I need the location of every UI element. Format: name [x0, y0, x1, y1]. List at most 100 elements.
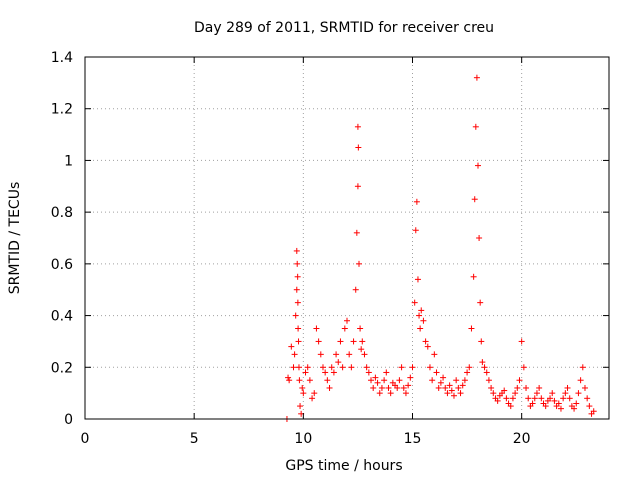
data-point: [409, 364, 416, 371]
data-point: [288, 343, 295, 350]
data-point: [300, 390, 307, 397]
data-point: [440, 374, 447, 381]
y-tick-label: 0.6: [51, 257, 73, 273]
y-tick-label: 1.2: [51, 102, 73, 118]
data-point: [291, 351, 298, 358]
data-point: [509, 395, 516, 402]
data-point: [437, 379, 444, 386]
data-point: [494, 397, 501, 404]
data-point: [538, 395, 545, 402]
data-point: [490, 390, 497, 397]
data-point: [296, 377, 303, 384]
y-tick-label: 0.8: [51, 205, 73, 221]
data-point: [442, 384, 449, 391]
data-point: [368, 377, 375, 384]
data-point: [328, 364, 335, 371]
data-point: [295, 338, 302, 345]
data-point: [464, 369, 471, 376]
data-point: [479, 359, 486, 366]
data-point: [473, 74, 480, 81]
data-point: [400, 384, 407, 391]
data-point: [394, 384, 401, 391]
data-points: [283, 74, 597, 422]
data-point: [299, 384, 306, 391]
data-point: [317, 351, 324, 358]
data-point: [566, 395, 573, 402]
data-point: [453, 377, 460, 384]
data-point: [590, 408, 597, 415]
data-point: [459, 382, 466, 389]
data-point: [562, 390, 569, 397]
data-point: [417, 325, 424, 332]
data-point: [285, 374, 292, 381]
data-point: [475, 162, 481, 169]
data-point: [309, 395, 316, 402]
data-point: [488, 384, 495, 391]
data-point: [352, 286, 359, 293]
data-point: [444, 390, 451, 397]
data-point: [398, 364, 405, 371]
data-point: [514, 384, 521, 391]
x-tick-label: 0: [81, 431, 90, 447]
data-point: [286, 377, 293, 384]
data-point: [387, 390, 394, 397]
data-point: [564, 384, 571, 391]
data-point: [560, 395, 567, 402]
y-tick-label: 1.4: [51, 50, 73, 66]
data-point: [446, 382, 453, 389]
data-point: [405, 382, 412, 389]
data-point: [361, 351, 368, 358]
data-point: [466, 364, 473, 371]
data-point: [507, 403, 514, 410]
data-point: [412, 227, 419, 234]
data-point: [575, 390, 582, 397]
data-point: [586, 403, 593, 410]
data-point: [372, 374, 379, 381]
data-point: [295, 364, 302, 371]
data-point: [461, 377, 468, 384]
data-point: [533, 390, 540, 397]
data-point: [413, 198, 420, 205]
data-point: [557, 405, 564, 412]
data-point: [339, 364, 346, 371]
x-tick-label: 10: [294, 431, 312, 447]
data-point: [549, 390, 556, 397]
data-point: [354, 123, 361, 130]
data-point: [470, 273, 477, 280]
data-point: [290, 364, 297, 371]
data-point: [542, 403, 549, 410]
data-point: [536, 384, 543, 391]
y-axis-label: SRMTID / TECUs: [7, 182, 23, 295]
data-point: [350, 338, 357, 345]
data-point: [579, 364, 586, 371]
data-point: [501, 387, 508, 394]
data-point: [477, 299, 484, 306]
data-point: [365, 369, 372, 376]
data-point: [370, 384, 377, 391]
y-tick-label: 0.4: [51, 309, 73, 325]
data-point: [485, 377, 492, 384]
data-point: [359, 338, 366, 345]
y-tick-label: 0: [64, 412, 73, 428]
data-point: [294, 299, 301, 306]
data-point: [396, 377, 403, 384]
data-point: [411, 299, 418, 306]
data-point: [523, 384, 530, 391]
data-point: [457, 390, 464, 397]
data-point: [420, 317, 427, 324]
data-point: [313, 325, 320, 332]
data-point: [357, 325, 364, 332]
x-tick-label: 15: [404, 431, 422, 447]
data-point: [407, 374, 414, 381]
data-point: [547, 395, 554, 402]
data-point: [346, 351, 353, 358]
grid-lines: [85, 57, 609, 419]
data-point: [304, 364, 311, 371]
data-point: [431, 351, 438, 358]
data-point: [297, 403, 304, 410]
plot-frame: [84, 56, 610, 420]
data-point: [383, 369, 390, 376]
data-point: [471, 196, 478, 203]
data-point: [348, 364, 355, 371]
data-point: [333, 351, 340, 358]
